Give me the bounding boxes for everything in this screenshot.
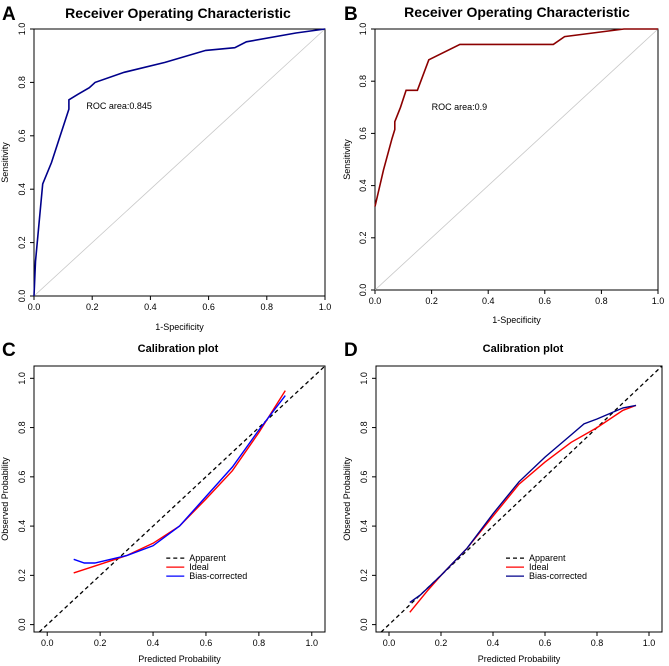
y-tick-label: 0.8 — [17, 76, 27, 89]
legend-label: Ideal — [189, 562, 209, 572]
x-tick-label: 0.6 — [539, 638, 552, 648]
roc-area-annotation: ROC area:0.9 — [432, 102, 488, 112]
roc-curve — [33, 28, 326, 297]
x-tick-label: 0.2 — [94, 638, 107, 648]
panel-label: C — [2, 340, 16, 361]
chart-title: Calibration plot — [138, 343, 219, 355]
x-tick-label: 0.8 — [253, 638, 266, 648]
y-tick-label: 0.4 — [17, 520, 27, 533]
x-tick-label: 0.4 — [147, 638, 160, 648]
panel-b: B Receiver Operating Characteristic 0.0 0.2… — [342, 4, 664, 325]
panel-label: D — [344, 340, 358, 361]
y-tick-label: 0.2 — [358, 232, 368, 245]
x-axis-label: Predicted Probability — [138, 654, 221, 664]
x-tick-label: 0.4 — [144, 302, 157, 312]
chart-title: Receiver Operating Characteristic — [65, 5, 291, 21]
x-tick-label: 1.0 — [652, 296, 665, 306]
reference-diagonal — [374, 28, 659, 291]
plot-frame — [374, 28, 659, 291]
x-tick-label: 0.0 — [41, 638, 54, 648]
x-tick-label: 0.4 — [487, 638, 500, 648]
legend-label: Bias-corrected — [529, 571, 587, 581]
y-tick-label: 0.2 — [17, 236, 27, 249]
chart-title: Calibration plot — [483, 343, 564, 355]
y-tick-label: 0.4 — [359, 520, 369, 533]
y-tick-label: 1.0 — [358, 23, 368, 36]
series-ideal — [73, 390, 286, 574]
y-tick-label: 0.4 — [17, 183, 27, 196]
y-tick-label: 0.0 — [17, 618, 27, 631]
x-axis-label: Predicted Probability — [478, 654, 561, 664]
series-apparent — [38, 366, 325, 632]
legend-label: Apparent — [189, 553, 226, 563]
x-tick-label: 0.2 — [86, 302, 99, 312]
x-tick-label: 0.8 — [591, 638, 604, 648]
reference-diagonal — [33, 28, 326, 297]
panel-c: C Calibration plot 0.0 0.2 0.4 0.6 0.8 1.0 0.0 0.… — [0, 340, 326, 664]
x-tick-label: 0.4 — [482, 296, 495, 306]
y-tick-label: 0.8 — [358, 75, 368, 88]
x-axis-label: 1-Specificity — [492, 315, 541, 325]
x-tick-label: 0.8 — [261, 302, 274, 312]
x-tick-label: 0.0 — [369, 296, 382, 306]
y-tick-label: 0.2 — [359, 569, 369, 582]
y-axis-label: Observed Probability — [342, 457, 352, 541]
y-tick-label: 0.4 — [358, 179, 368, 192]
x-tick-label: 0.0 — [383, 638, 396, 648]
y-tick-label: 0.0 — [359, 618, 369, 631]
x-axis-label: 1-Specificity — [155, 322, 204, 332]
y-tick-label: 0.0 — [17, 290, 27, 303]
roc-area-annotation: ROC area:0.845 — [86, 101, 152, 111]
y-tick-label: 0.6 — [359, 471, 369, 484]
y-tick-label: 0.6 — [358, 127, 368, 140]
y-tick-label: 0.0 — [358, 284, 368, 297]
series-bias-corrected — [73, 395, 286, 564]
x-tick-label: 1.0 — [306, 638, 319, 648]
x-tick-label: 0.2 — [435, 638, 448, 648]
series-ideal — [409, 404, 637, 613]
x-tick-label: 0.2 — [425, 296, 438, 306]
legend-label: Bias-corrected — [189, 571, 247, 581]
legend-label: Apparent — [529, 553, 566, 563]
y-tick-label: 0.6 — [17, 471, 27, 484]
x-tick-label: 0.6 — [200, 638, 213, 648]
y-tick-label: 0.8 — [359, 421, 369, 434]
series-bias-corrected — [409, 404, 637, 603]
x-tick-label: 1.0 — [643, 638, 656, 648]
y-tick-label: 1.0 — [17, 372, 27, 385]
y-tick-label: 1.0 — [17, 23, 27, 36]
panel-label: A — [2, 4, 16, 25]
plot-frame — [33, 28, 326, 297]
roc-curve — [374, 28, 658, 207]
y-axis-label: Observed Probability — [0, 457, 10, 541]
panel-a: A Receiver Operating Characteristic 0.0 0.2… — [0, 4, 331, 332]
x-tick-label: 1.0 — [319, 302, 332, 312]
panel-label: B — [344, 4, 358, 25]
legend-label: Ideal — [529, 562, 549, 572]
y-tick-label: 1.0 — [359, 372, 369, 385]
x-tick-label: 0.6 — [539, 296, 552, 306]
chart-title: Receiver Operating Characteristic — [404, 4, 630, 20]
y-tick-label: 0.8 — [17, 421, 27, 434]
plot-frame — [375, 365, 663, 633]
y-tick-label: 0.2 — [17, 569, 27, 582]
x-tick-label: 0.0 — [28, 302, 41, 312]
y-axis-label: Sensitivity — [342, 139, 352, 180]
y-tick-label: 0.6 — [17, 130, 27, 143]
panel-d: D Calibration plot 0.0 0.2 0.4 0.6 0.8 1.0 0.0 0.… — [342, 340, 663, 664]
plot-frame — [33, 365, 326, 633]
y-axis-label: Sensitivity — [0, 142, 10, 183]
x-tick-label: 0.8 — [595, 296, 608, 306]
x-tick-label: 0.6 — [202, 302, 215, 312]
